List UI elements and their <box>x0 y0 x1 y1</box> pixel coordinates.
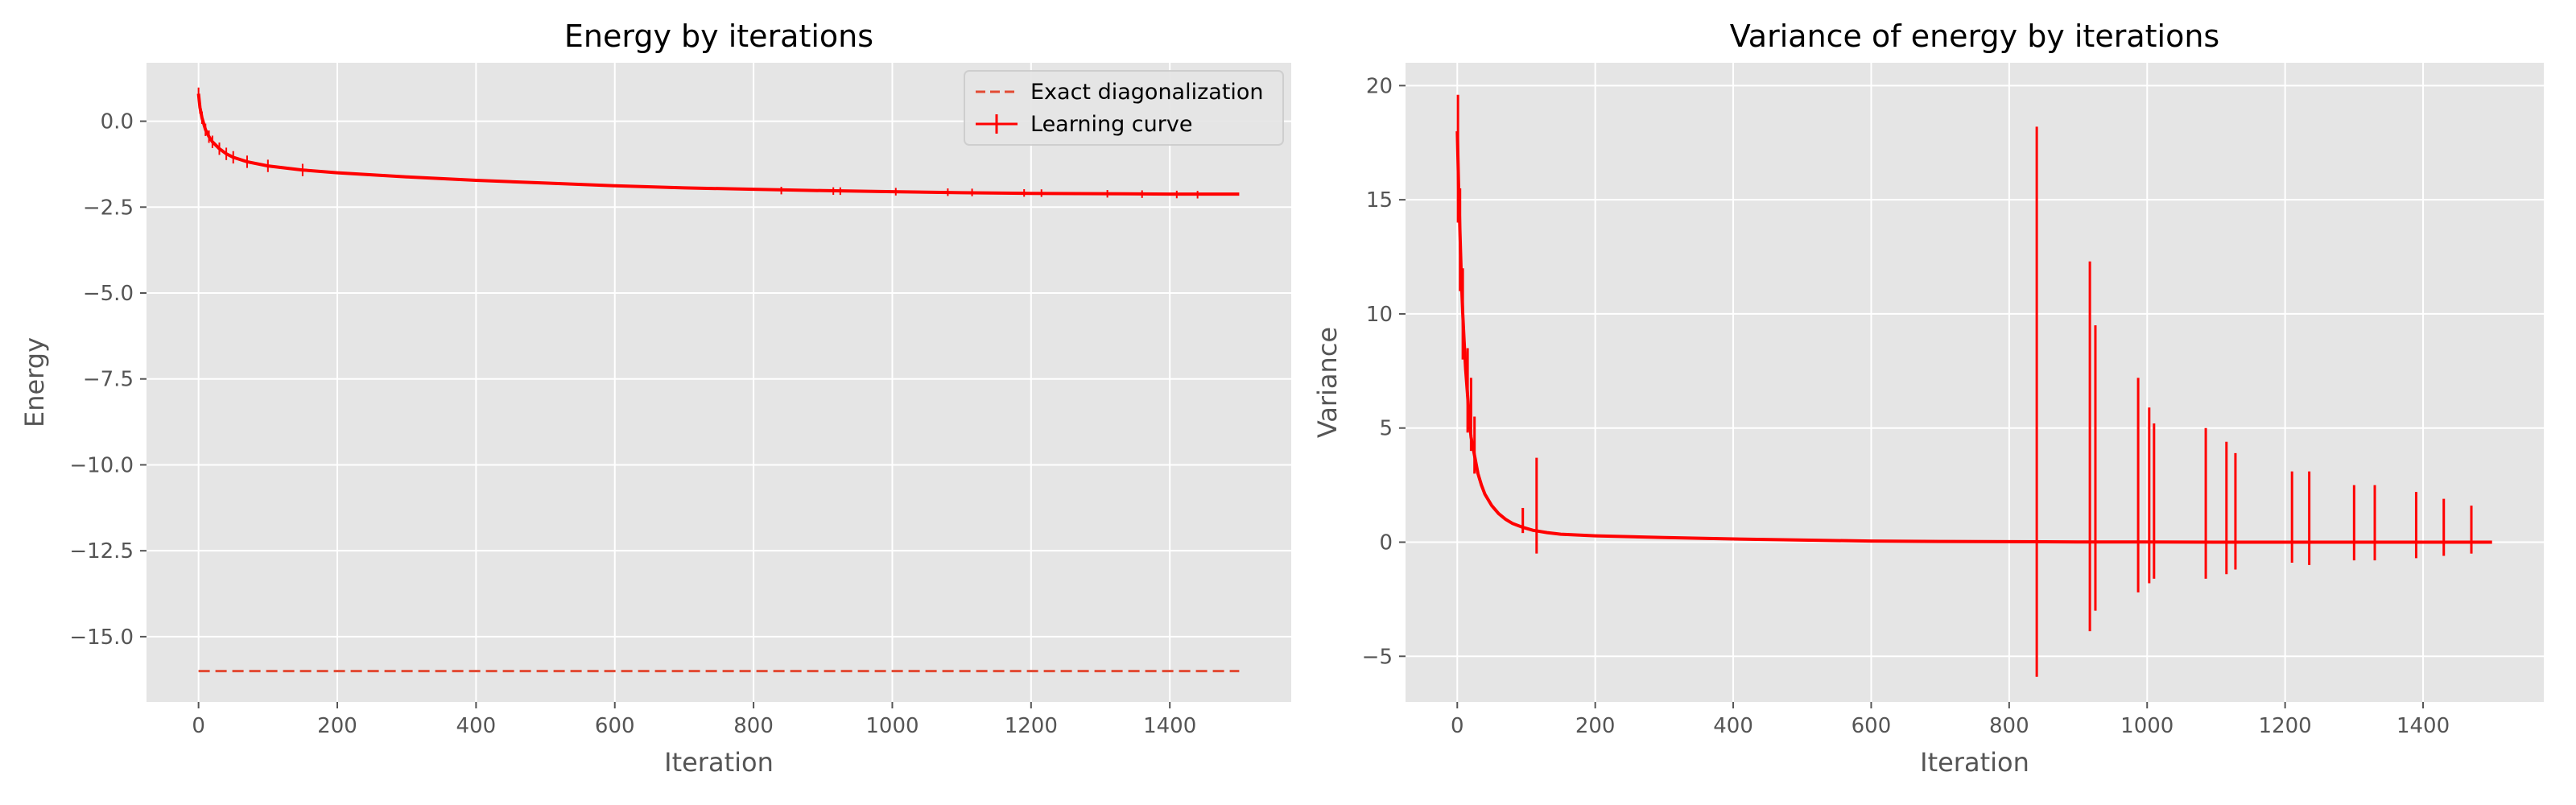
x-tick-label: 1400 <box>1143 714 1196 738</box>
y-tick-label: 15 <box>1366 188 1393 213</box>
x-tick-label: 800 <box>1989 714 2029 738</box>
legend-label: Learning curve <box>1030 112 1192 137</box>
y-axis-label: Variance <box>1312 327 1343 438</box>
x-tick-label: 800 <box>733 714 774 738</box>
x-tick-label: 200 <box>1575 714 1616 738</box>
x-tick-label: 400 <box>456 714 497 738</box>
y-tick-label: −15.0 <box>69 625 134 650</box>
variance-chart: 0 200 400 600 800 1000 1200 1400 20 15 10 5 0 −5 Varia… <box>1312 19 2544 778</box>
x-axis-label: Iteration <box>664 747 774 778</box>
x-tick-label: 1400 <box>2396 714 2450 738</box>
y-tick-label: 0.0 <box>101 110 134 134</box>
y-tick-label: 5 <box>1379 417 1393 441</box>
x-tick-label: 1000 <box>2120 714 2174 738</box>
plot-area <box>147 63 1291 702</box>
plot-area <box>1406 63 2544 702</box>
x-tick-label: 1200 <box>2259 714 2312 738</box>
chart-title: Variance of energy by iterations <box>1730 19 2219 54</box>
y-axis-label: Energy <box>19 337 50 427</box>
x-tick-label: 600 <box>595 714 635 738</box>
data-series-line <box>1455 131 2492 544</box>
y-tick-label: 10 <box>1366 303 1393 327</box>
y-tick-label: −7.5 <box>83 368 134 392</box>
x-axis-label: Iteration <box>1920 747 2029 778</box>
y-tick-label: −5.0 <box>83 282 134 306</box>
y-tick-label: −10.0 <box>69 453 134 477</box>
x-tick-label: 600 <box>1852 714 1892 738</box>
x-tick-label: 200 <box>317 714 357 738</box>
y-tick-label: −2.5 <box>83 196 134 220</box>
y-tick-label: −12.5 <box>69 539 134 564</box>
x-tick-label: 1200 <box>1005 714 1058 738</box>
x-tick-label: 400 <box>1713 714 1753 738</box>
y-tick-label: 20 <box>1366 74 1393 98</box>
x-tick-label: 0 <box>192 714 205 738</box>
chart-title: Energy by iterations <box>564 19 873 54</box>
energy-chart: 0 200 400 600 800 1000 1200 1400 0.0 −2.5 −5.0 −7.5… <box>19 19 1291 778</box>
legend <box>964 70 1284 146</box>
x-tick-label: 0 <box>1451 714 1464 738</box>
y-tick-label: 0 <box>1379 531 1393 555</box>
legend-label: Exact diagonalization <box>1030 80 1264 105</box>
x-tick-label: 1000 <box>865 714 919 738</box>
y-tick-label: −5 <box>1362 645 1393 669</box>
